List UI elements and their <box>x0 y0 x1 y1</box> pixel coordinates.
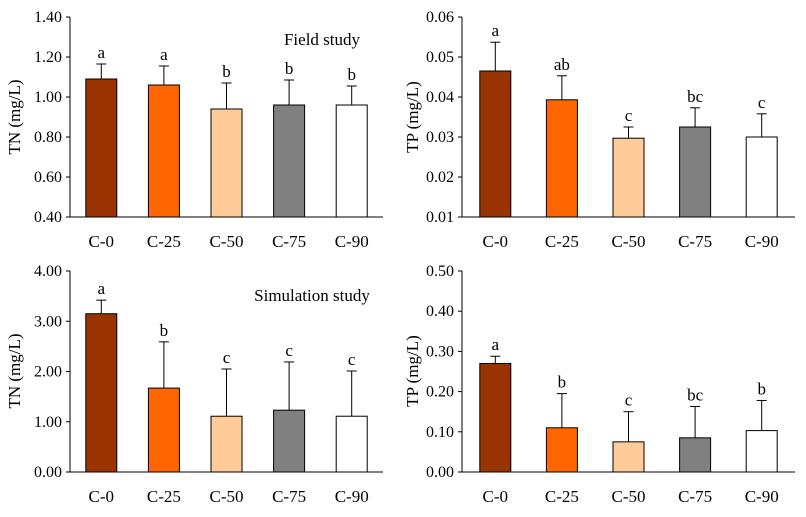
significance-label: c <box>625 391 633 410</box>
significance-label: b <box>160 321 169 340</box>
category-label: C-0 <box>89 232 115 251</box>
y-tick-label: 0.00 <box>34 464 62 481</box>
bar-C-90 <box>335 415 368 473</box>
chart-panel-1: 0.40 0.60 0.80 1.00 1.20 1.40 TN (mg/L) Field s… <box>5 9 383 251</box>
y-tick-label: 1.40 <box>34 9 62 26</box>
y-axis-label: TP (mg/L) <box>403 335 422 407</box>
chart-panel-2: 0.01 0.02 0.03 0.04 0.05 0.06 TP (mg/L) a C-0 ab C… <box>403 9 795 251</box>
significance-label: b <box>285 59 294 78</box>
bar-C-0 <box>85 78 118 218</box>
y-tick-label: 3.00 <box>34 313 62 330</box>
y-tick-label: 0.03 <box>426 129 454 146</box>
bar-C-50 <box>210 415 243 473</box>
significance-label: b <box>222 62 231 81</box>
significance-label: bc <box>687 87 704 106</box>
significance-label: c <box>348 350 356 369</box>
chart-panel-4: 0.00 0.10 0.20 0.30 0.40 0.50 TP (mg/L) a C-0 b C-… <box>403 263 795 506</box>
y-tick-label: 1.00 <box>34 89 62 106</box>
significance-label: c <box>223 348 231 367</box>
category-label: C-50 <box>612 232 646 251</box>
bar-C-0 <box>479 362 512 473</box>
category-label: C-90 <box>335 232 369 251</box>
chart-panel-3: 0.00 1.00 2.00 3.00 4.00 TN (mg/L) Simulation … <box>5 263 383 506</box>
category-label: C-90 <box>745 487 779 506</box>
category-label: C-50 <box>210 487 244 506</box>
category-label: C-25 <box>545 232 579 251</box>
bar-C-50 <box>612 441 645 473</box>
bar-C-75 <box>679 126 712 218</box>
category-label: C-75 <box>678 232 712 251</box>
y-tick-label: 1.00 <box>34 414 62 431</box>
y-tick-label: 0.05 <box>426 49 454 66</box>
significance-label: c <box>758 93 766 112</box>
y-axis-label: TP (mg/L) <box>403 81 422 153</box>
bar-C-25 <box>545 99 578 218</box>
y-axis-label: TN (mg/L) <box>5 333 24 408</box>
significance-label: c <box>625 106 633 125</box>
bar-C-25 <box>147 84 180 218</box>
significance-label: b <box>558 373 567 392</box>
y-tick-label: 0.60 <box>34 169 62 186</box>
significance-label: a <box>492 21 500 40</box>
y-tick-label: 0.20 <box>426 384 454 401</box>
significance-label: c <box>285 341 293 360</box>
panel-annotation: Simulation study <box>254 286 370 305</box>
y-tick-label: 0.80 <box>34 129 62 146</box>
significance-label: bc <box>687 385 704 404</box>
category-label: C-50 <box>210 232 244 251</box>
significance-label: a <box>98 43 106 62</box>
y-tick-label: 0.10 <box>426 424 454 441</box>
y-tick-label: 0.06 <box>426 9 454 26</box>
category-label: C-75 <box>272 487 306 506</box>
bar-C-90 <box>745 430 778 473</box>
category-label: C-0 <box>483 232 509 251</box>
bar-C-50 <box>612 137 645 218</box>
panel-annotation: Field study <box>284 30 361 49</box>
bar-C-75 <box>679 437 712 473</box>
bar-C-90 <box>335 104 368 218</box>
bar-C-0 <box>479 70 512 218</box>
category-label: C-90 <box>745 232 779 251</box>
significance-label: a <box>98 279 106 298</box>
y-axis-label: TN (mg/L) <box>5 79 24 154</box>
bar-C-75 <box>273 104 306 218</box>
significance-label: ab <box>554 55 570 74</box>
category-label: C-75 <box>678 487 712 506</box>
y-tick-label: 1.20 <box>34 49 62 66</box>
y-tick-label: 2.00 <box>34 364 62 381</box>
y-tick-label: 0.30 <box>426 343 454 360</box>
y-tick-label: 0.02 <box>426 169 454 186</box>
y-tick-label: 0.01 <box>426 209 454 226</box>
category-label: C-25 <box>147 232 181 251</box>
y-tick-label: 4.00 <box>34 263 62 280</box>
category-label: C-25 <box>545 487 579 506</box>
y-tick-label: 0.04 <box>426 89 454 106</box>
bar-C-90 <box>745 136 778 218</box>
y-tick-label: 0.50 <box>426 263 454 280</box>
y-tick-label: 0.40 <box>426 303 454 320</box>
bar-C-25 <box>147 387 180 473</box>
category-label: C-75 <box>272 232 306 251</box>
category-label: C-0 <box>89 487 115 506</box>
bar-C-50 <box>210 108 243 218</box>
significance-label: b <box>347 65 356 84</box>
y-tick-label: 0.40 <box>34 209 62 226</box>
category-label: C-25 <box>147 487 181 506</box>
category-label: C-50 <box>612 487 646 506</box>
bar-C-75 <box>273 409 306 473</box>
significance-label: b <box>757 379 766 398</box>
y-tick-label: 0.00 <box>426 464 454 481</box>
category-label: C-0 <box>483 487 509 506</box>
bar-C-0 <box>85 313 118 473</box>
category-label: C-90 <box>335 487 369 506</box>
bar-C-25 <box>545 427 578 473</box>
significance-label: a <box>160 45 168 64</box>
significance-label: a <box>492 335 500 354</box>
